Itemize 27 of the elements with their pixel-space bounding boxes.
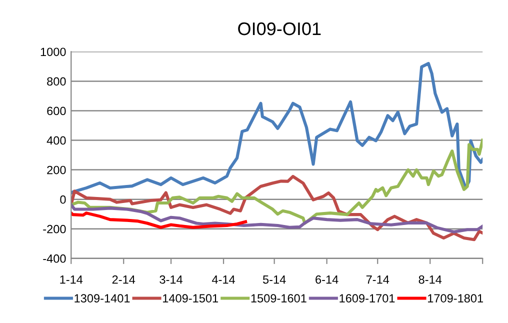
y-tick-label: 600 — [47, 106, 66, 116]
x-tick-label: 2-14 — [112, 275, 136, 284]
y-tick-label: -200 — [43, 224, 66, 234]
line-series — [71, 174, 483, 242]
x-tick-label: 7-14 — [366, 276, 390, 284]
chart-title: OI09-OI01 — [238, 22, 321, 36]
y-tick-label: 1000 — [40, 48, 66, 56]
y-tick-label: -400 — [43, 254, 66, 263]
y-tick-label: 400 — [46, 136, 66, 145]
line-series — [71, 203, 483, 234]
x-tick-label: 5-14 — [262, 276, 286, 284]
y-tick-label: 0 — [60, 195, 66, 204]
x-tick-label: 1-14 — [60, 276, 83, 284]
legend-label: 1309-1401 — [74, 294, 130, 303]
line-series — [71, 212, 248, 229]
y-tick-label: 800 — [47, 77, 66, 86]
line-series — [71, 138, 483, 225]
legend-label: 1709-1801 — [428, 294, 483, 303]
x-tick-label: 8-14 — [418, 275, 442, 284]
x-tick-label: 3-14 — [160, 275, 182, 284]
line-series — [71, 62, 483, 195]
x-tick-label: 6-14 — [316, 275, 338, 284]
legend-label: 1409-1501 — [163, 294, 218, 303]
x-tick-label: 4-14 — [212, 276, 235, 284]
legend-label: 1509-1601 — [251, 294, 306, 303]
legend-label: 1609-1701 — [340, 294, 395, 303]
y-tick-label: 200 — [47, 166, 66, 174]
